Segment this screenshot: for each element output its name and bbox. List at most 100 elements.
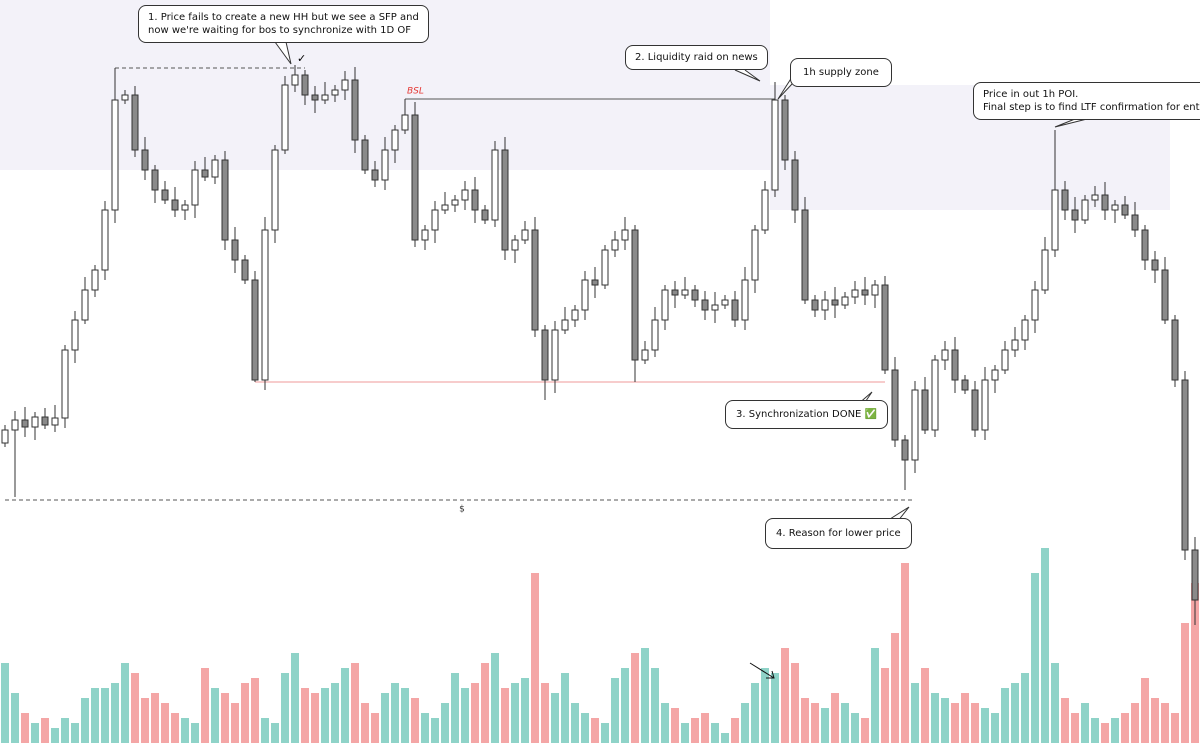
volume-bar — [121, 663, 129, 743]
candle-body — [521, 229, 529, 241]
volume-bar — [351, 663, 359, 743]
candle-body — [571, 309, 579, 321]
candle-body — [301, 74, 309, 96]
volume-bar — [181, 718, 189, 743]
candle-body — [731, 299, 739, 321]
candle-body — [431, 209, 439, 231]
candle-body — [951, 349, 959, 381]
volume-bar — [631, 653, 639, 743]
candle-body — [351, 79, 359, 141]
candle-body — [861, 289, 869, 296]
volume-bar — [61, 718, 69, 743]
candle-body — [81, 289, 89, 321]
volume-bar — [811, 703, 819, 743]
volume-bar — [51, 728, 59, 743]
volume-bar — [341, 668, 349, 743]
volume-bar — [41, 718, 49, 743]
candle-body — [381, 149, 389, 181]
annotation-line: Final step is to find LTF confirmation f… — [983, 102, 1200, 113]
volume-bar — [511, 683, 519, 743]
annotation: 1. Price fails to create a new HH but we… — [138, 5, 429, 43]
candle-body — [311, 94, 319, 101]
volume-bar — [921, 668, 929, 743]
candle-body — [621, 229, 629, 241]
candle-body — [481, 209, 489, 221]
volume-bar — [411, 698, 419, 743]
volume-bar — [431, 718, 439, 743]
annotation-line: now we're waiting for bos to synchronize… — [148, 25, 412, 36]
candle-body — [491, 149, 499, 221]
volume-bar — [601, 723, 609, 743]
volume-bar — [981, 708, 989, 743]
volume-bar — [721, 733, 729, 743]
volume-bar — [851, 713, 859, 743]
candle-body — [971, 389, 979, 431]
annotation-line: 3. Synchronization DONE ✅ — [736, 409, 877, 420]
volume-bar — [151, 693, 159, 743]
candle-body — [1091, 194, 1099, 201]
candle-body — [31, 416, 39, 428]
volume-bar — [1161, 703, 1169, 743]
volume-bar — [1031, 573, 1039, 743]
arrow — [749, 662, 775, 679]
candle-body — [261, 229, 269, 381]
candle-body — [611, 239, 619, 251]
tail — [777, 76, 793, 100]
annotation-line: 2. Liquidity raid on news — [635, 52, 758, 63]
candle-body — [591, 279, 599, 286]
volume-bar — [1081, 703, 1089, 743]
volume-bar — [1021, 673, 1029, 743]
volume-bar — [261, 718, 269, 743]
candle-body — [101, 209, 109, 271]
volume-bar — [461, 688, 469, 743]
volume-bar — [581, 713, 589, 743]
volume-bar — [541, 683, 549, 743]
candle-body — [741, 279, 749, 321]
candle-body — [751, 229, 759, 281]
candle-body — [201, 169, 209, 178]
volume-bar — [711, 723, 719, 743]
volume-bar — [911, 683, 919, 743]
candle-body — [871, 284, 879, 296]
volume-bar — [471, 683, 479, 743]
volume-bar — [551, 693, 559, 743]
volume-bar — [841, 703, 849, 743]
candle-body — [361, 139, 369, 171]
volume-bar — [1011, 683, 1019, 743]
candle-body — [531, 229, 539, 331]
candle-body — [551, 329, 559, 381]
candle-body — [1131, 214, 1139, 231]
candle-body — [701, 299, 709, 311]
candle-body — [401, 114, 409, 131]
volume-bar — [571, 703, 579, 743]
volume-bar — [1, 663, 9, 743]
volume-bar — [881, 668, 889, 743]
candle-body — [841, 296, 849, 306]
volume-bar — [991, 713, 999, 743]
candle-body — [271, 149, 279, 231]
candle-body — [161, 189, 169, 201]
volume-bar — [21, 713, 29, 743]
candle-body — [71, 319, 79, 351]
candle-body — [991, 369, 999, 381]
volume-bar — [701, 713, 709, 743]
candle-body — [921, 389, 929, 431]
candle-body — [241, 259, 249, 281]
candle-body — [811, 299, 819, 311]
volume-bar — [1181, 623, 1189, 743]
volume-bar — [361, 703, 369, 743]
candle-body — [421, 229, 429, 241]
candle-body — [671, 289, 679, 296]
candle-body — [281, 84, 289, 151]
candle-body — [661, 289, 669, 321]
candle-body — [1161, 269, 1169, 321]
candle-body — [1001, 349, 1009, 371]
volume-bar — [141, 698, 149, 743]
volume-bar — [781, 648, 789, 743]
volume-bar — [291, 653, 299, 743]
candle-body — [451, 199, 459, 206]
volume-bar — [681, 723, 689, 743]
volume-bar — [421, 713, 429, 743]
level-label: BSL — [407, 87, 424, 97]
